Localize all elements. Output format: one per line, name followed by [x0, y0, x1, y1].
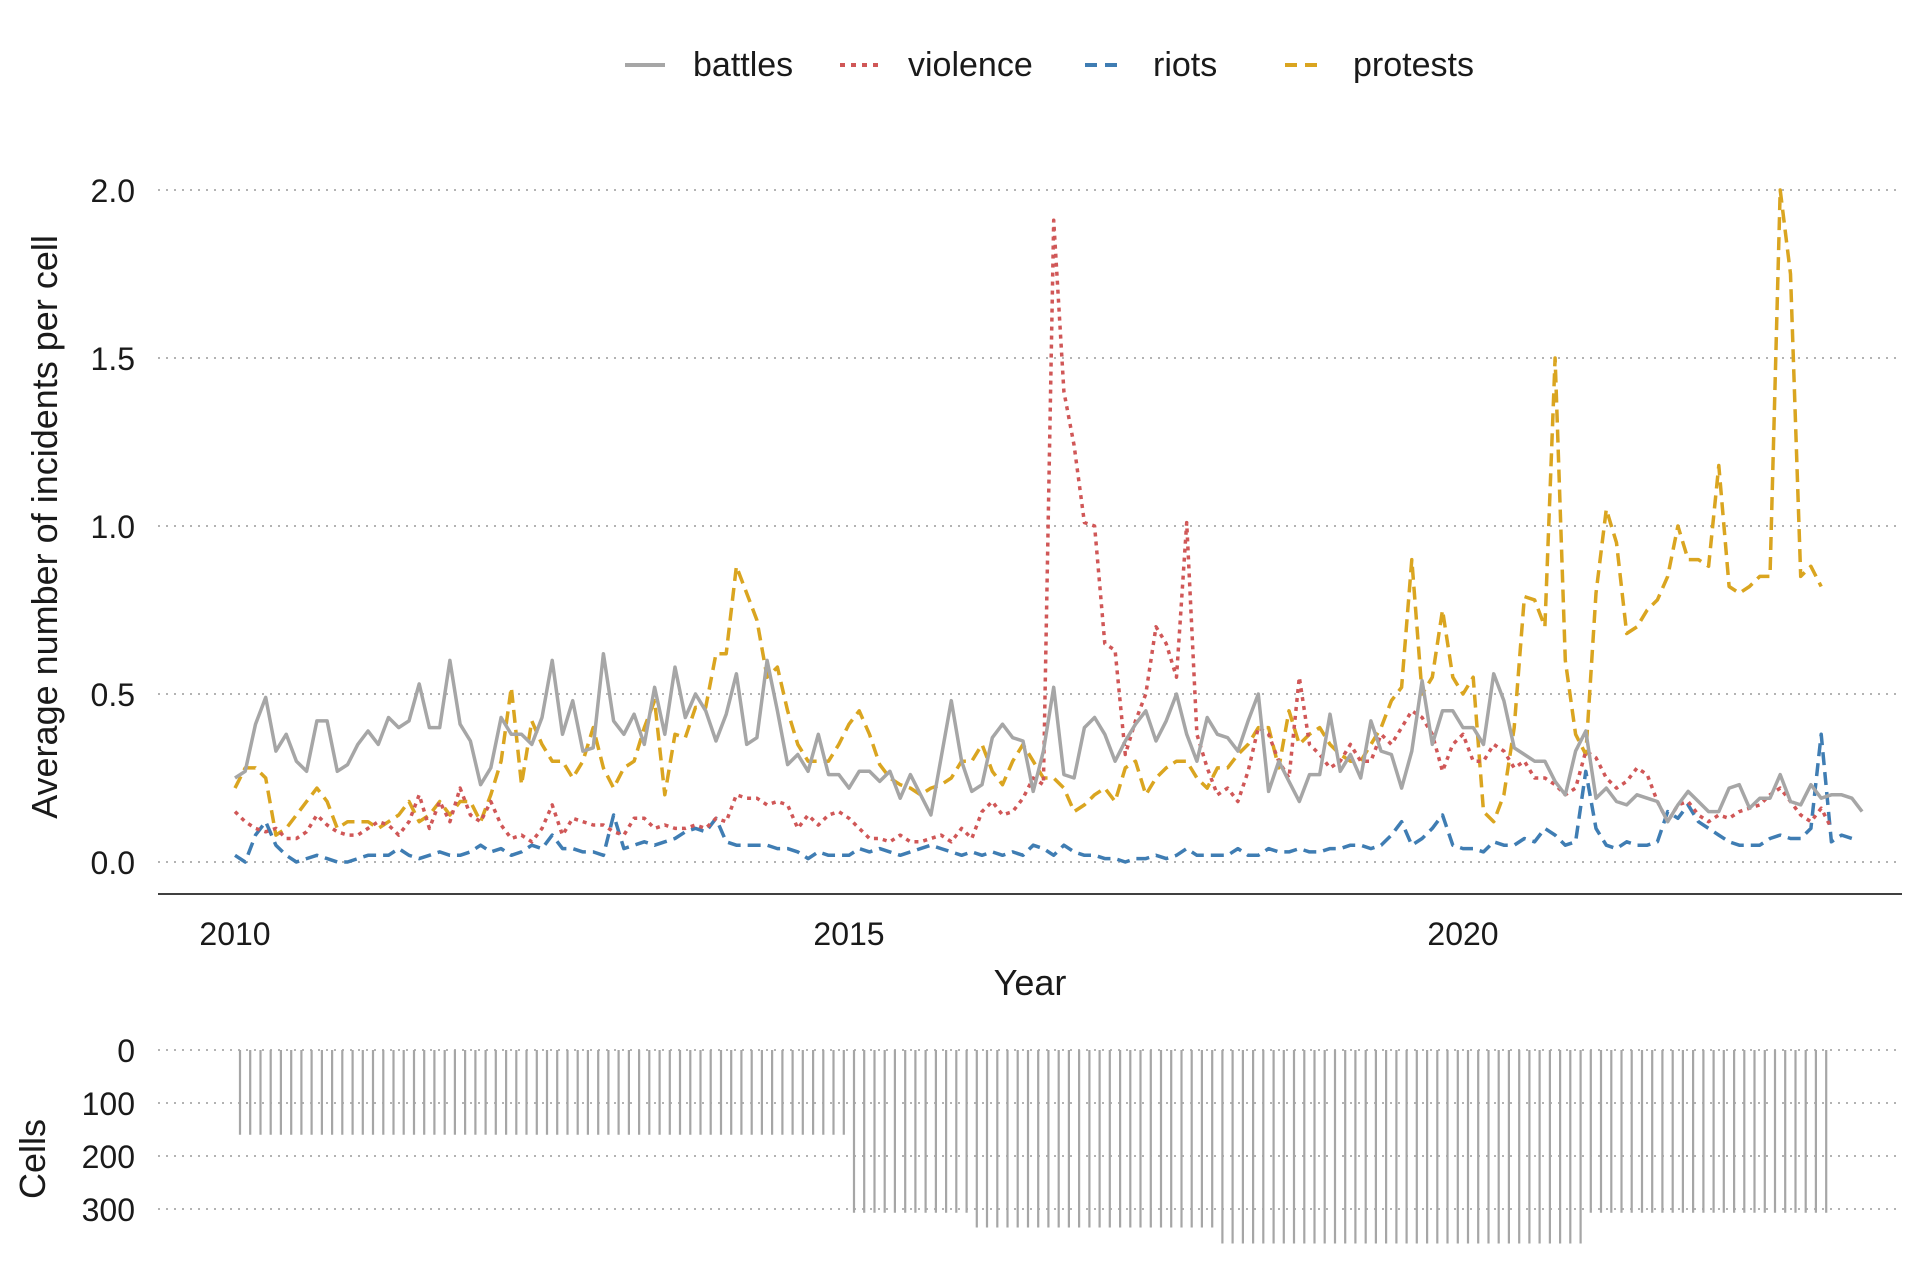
cells-y-tick-label: 100 [82, 1086, 135, 1122]
x-axis-label: Year [994, 962, 1067, 1003]
x-tick-label: 2015 [813, 916, 884, 952]
legend-label-protests: protests [1353, 46, 1474, 84]
y-tick-label: 0.0 [91, 845, 135, 881]
cells-y-tick-label: 200 [82, 1139, 135, 1175]
legend-label-violence: violence [908, 46, 1033, 84]
main-series [233, 188, 1864, 864]
cells-y-tick-label: 0 [117, 1033, 135, 1069]
cells-bars [238, 1050, 1828, 1244]
cells-y-axis-label: Cells [12, 1119, 53, 1199]
main-grid: 0.0 0.5 1.0 1.5 2.0 [91, 173, 1902, 881]
x-tick-label: 2010 [199, 916, 270, 952]
legend: battles violence riots protests [625, 46, 1474, 84]
y-axis-label: Average number of incidents per cell [24, 235, 65, 819]
series-line-violence [233, 218, 1833, 844]
cells-y-tick-label: 300 [82, 1192, 135, 1228]
cells-grid: 0 100 200 300 [82, 1033, 1902, 1228]
legend-label-battles: battles [693, 46, 793, 84]
y-tick-label: 1.0 [91, 509, 135, 545]
legend-label-riots: riots [1153, 46, 1217, 84]
x-tick-label: 2020 [1427, 916, 1498, 952]
series-line-battles [234, 651, 1864, 824]
y-tick-label: 1.5 [91, 341, 135, 377]
main-axes: 2010 2015 2020 [158, 893, 1902, 952]
y-tick-label: 0.5 [91, 677, 135, 713]
y-tick-label: 2.0 [91, 173, 135, 209]
series-line-riots [234, 732, 1853, 864]
